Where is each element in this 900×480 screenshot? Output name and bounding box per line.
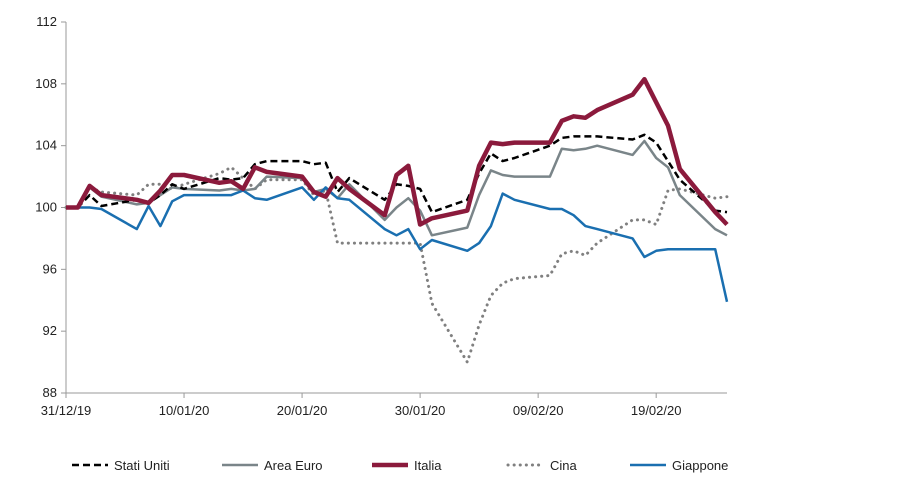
x-tick-label: 20/01/20 bbox=[277, 403, 328, 418]
y-tick-label: 92 bbox=[43, 323, 57, 338]
y-tick-label: 104 bbox=[35, 138, 57, 153]
legend-label-italia: Italia bbox=[414, 458, 442, 473]
series-line-stati-uniti bbox=[66, 133, 728, 214]
legend-label-cina: Cina bbox=[550, 458, 578, 473]
legend-label-stati-uniti: Stati Uniti bbox=[114, 458, 170, 473]
series-line-italia bbox=[66, 76, 729, 227]
legend-label-area-euro: Area Euro bbox=[264, 458, 323, 473]
legend: Stati Uniti Area Euro Italia Cina Giappone bbox=[72, 458, 728, 473]
x-axis-ticks: 31/12/19 10/01/20 20/01/20 30/01/20 09/02/20… bbox=[41, 393, 682, 418]
series-layer bbox=[64, 76, 729, 364]
x-tick-label: 30/01/20 bbox=[395, 403, 446, 418]
series-line-giappone bbox=[66, 186, 729, 303]
y-tick-label: 108 bbox=[35, 76, 57, 91]
y-tick-label: 112 bbox=[36, 14, 57, 29]
y-axis-ticks: 88 92 96 100 104 108 112 bbox=[35, 14, 66, 400]
x-tick-label: 31/12/19 bbox=[41, 403, 92, 418]
x-tick-label: 10/01/20 bbox=[159, 403, 210, 418]
y-tick-label: 100 bbox=[35, 200, 57, 215]
series-line-cina bbox=[64, 165, 729, 364]
y-tick-label: 88 bbox=[43, 385, 57, 400]
x-tick-label: 19/02/20 bbox=[631, 403, 682, 418]
series-line-area-euro bbox=[66, 139, 728, 237]
x-tick-label: 09/02/20 bbox=[513, 403, 564, 418]
y-tick-label: 96 bbox=[43, 261, 57, 276]
legend-label-giappone: Giappone bbox=[672, 458, 728, 473]
